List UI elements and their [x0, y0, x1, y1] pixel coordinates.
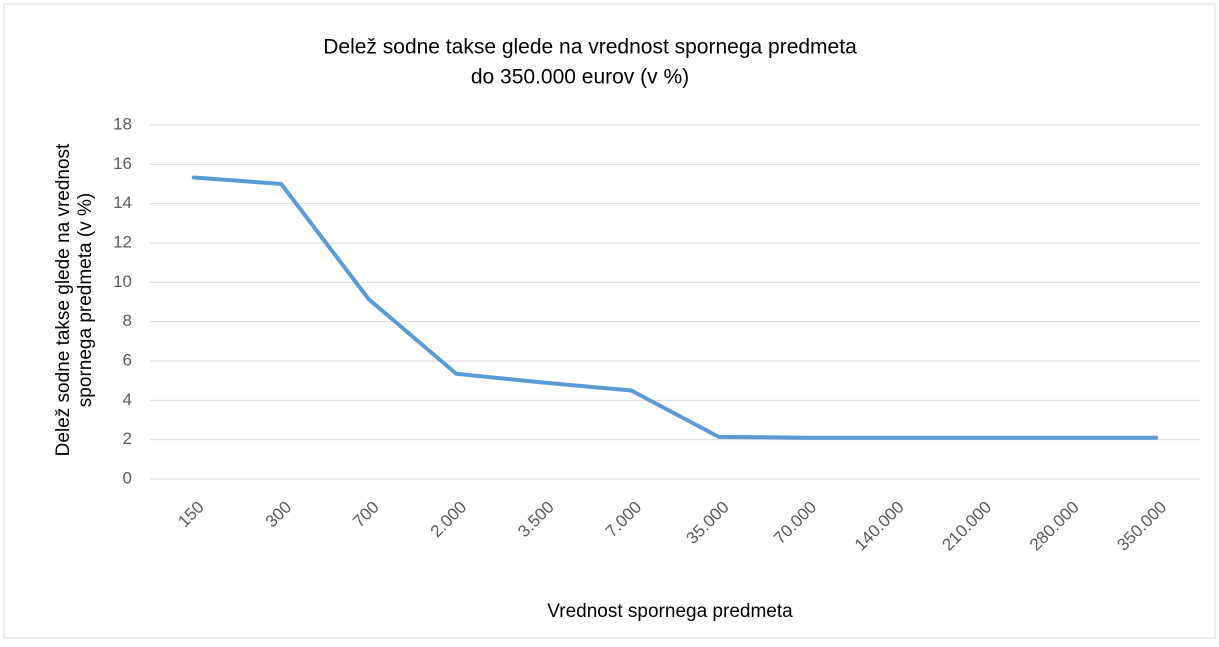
y-tick-label: 14 — [113, 193, 132, 212]
y-tick-label: 8 — [123, 311, 132, 330]
y-axis-label-line: spornega predmeta (v %) — [75, 193, 96, 407]
chart-border — [3, 3, 1216, 639]
y-axis-label: Delež sodne takse glede na vrednost spor… — [53, 143, 96, 456]
y-tick-label: 12 — [113, 232, 132, 251]
y-axis-label-line: Delež sodne takse glede na vrednost — [53, 143, 74, 456]
y-tick-label: 16 — [113, 154, 132, 173]
chart-title: do 350.000 eurov (v %) — [471, 66, 689, 89]
x-axis-label: Vrednost spornega predmeta — [547, 601, 793, 622]
y-tick-label: 4 — [123, 390, 132, 409]
y-tick-label: 0 — [123, 468, 132, 487]
line-series — [191, 175, 1159, 440]
chart-title: Delež sodne takse glede na vrednost spor… — [323, 36, 857, 59]
y-tick-label: 2 — [123, 429, 132, 448]
y-tick-label: 10 — [113, 272, 132, 291]
y-tick-label: 18 — [113, 114, 132, 133]
y-tick-label: 6 — [123, 350, 132, 369]
